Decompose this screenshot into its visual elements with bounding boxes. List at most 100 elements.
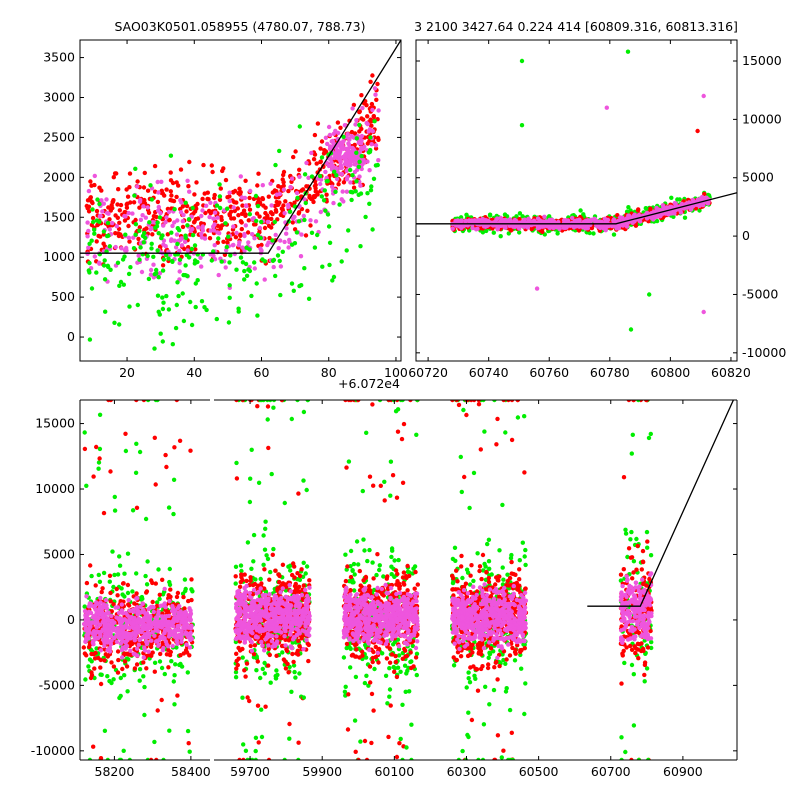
right-panel-title: 3 2100 3427.64 0.224 414 [60809.316, 608… [414, 19, 738, 34]
data-point-red [94, 239, 99, 244]
data-point-red [186, 741, 191, 746]
data-point-pink [330, 184, 335, 189]
data-point-pink [141, 655, 146, 660]
data-point-red [98, 665, 103, 670]
data-point-pink [286, 245, 291, 250]
data-point-pink [116, 634, 121, 640]
data-point-green [677, 197, 682, 202]
data-point-red [115, 593, 120, 598]
data-point-green [273, 162, 278, 168]
data-point-pink [239, 195, 245, 200]
data-point-pink [347, 136, 352, 141]
data-point-green [517, 230, 522, 235]
data-point-green [110, 549, 115, 554]
data-point-red [201, 162, 206, 168]
data-point-green [159, 665, 165, 671]
data-point-pink [104, 210, 110, 216]
data-point-pink [160, 617, 165, 622]
data-point-red [102, 658, 107, 663]
data-point-pink [227, 190, 232, 195]
data-point-pink [580, 224, 586, 230]
data-point-pink [178, 210, 184, 215]
data-point-green [258, 576, 263, 582]
data-point-red [145, 188, 151, 193]
data-point-red [136, 236, 141, 242]
data-point-pink [138, 217, 144, 222]
data-point-green [184, 252, 189, 258]
data-point-red [312, 183, 318, 189]
data-point-pink [156, 204, 161, 210]
data-point-green [170, 258, 175, 264]
data-point-pink [701, 93, 706, 99]
data-point-red [207, 236, 213, 241]
data-point-green [291, 663, 297, 668]
data-point-pink [123, 639, 129, 644]
data-point-red [110, 199, 116, 204]
data-point-green [325, 212, 331, 217]
data-point-green [186, 217, 192, 222]
data-point-red [89, 651, 94, 657]
data-point-pink [686, 200, 692, 205]
data-point-pink [215, 215, 220, 220]
data-point-red [178, 167, 184, 172]
y-tick-label: -5000 [742, 286, 778, 301]
data-point-green [359, 153, 364, 159]
data-point-green [268, 680, 273, 685]
data-point-red [89, 183, 94, 188]
data-point-pink [107, 227, 113, 232]
data-point-red [210, 169, 215, 175]
data-point-green [217, 194, 223, 199]
data-point-green [145, 253, 150, 259]
data-point-red [174, 180, 179, 185]
data-point-pink [304, 160, 309, 166]
data-point-pink [140, 601, 145, 606]
data-point-pink [274, 634, 279, 639]
model-line [416, 192, 737, 225]
data-point-green [273, 273, 278, 279]
data-point-red [98, 657, 104, 663]
data-point-red [181, 651, 186, 656]
data-point-pink [156, 637, 162, 643]
data-point-green [152, 346, 157, 351]
data-point-pink [212, 257, 218, 262]
data-point-red [296, 638, 301, 643]
data-point-red [137, 205, 142, 210]
data-point-red [189, 597, 194, 603]
data-point-pink [106, 634, 111, 639]
data-point-red [251, 652, 257, 657]
points-layer [81, 400, 195, 760]
y-tick-label: 3000 [43, 89, 75, 104]
data-point-green [160, 306, 166, 312]
data-point-red [152, 163, 158, 169]
data-point-pink [298, 254, 304, 259]
data-point-red [235, 206, 240, 211]
data-point-red [272, 188, 277, 193]
data-point-pink [271, 264, 276, 270]
data-point-green [245, 540, 251, 545]
data-point-green [262, 259, 268, 264]
data-point-green [227, 283, 232, 288]
data-point-green [153, 400, 159, 403]
data-point-red [359, 116, 364, 121]
data-point-pink [167, 599, 172, 604]
data-point-green [331, 274, 337, 280]
model-line [80, 40, 401, 254]
data-point-green [354, 136, 359, 141]
data-point-green [143, 235, 148, 241]
data-point-pink [661, 205, 666, 210]
data-point-pink [200, 228, 206, 233]
data-point-red [111, 664, 117, 669]
data-point-green [354, 150, 359, 155]
data-point-green [358, 244, 363, 249]
data-point-pink [303, 587, 308, 593]
data-point-red [101, 241, 106, 246]
y-tick-label: 0 [742, 228, 750, 243]
data-point-red [286, 638, 292, 643]
data-point-pink [95, 635, 101, 641]
data-point-red [132, 666, 138, 671]
data-point-green [280, 650, 285, 655]
data-point-red [94, 444, 99, 450]
data-point-red [131, 200, 137, 205]
data-point-pink [156, 208, 161, 213]
